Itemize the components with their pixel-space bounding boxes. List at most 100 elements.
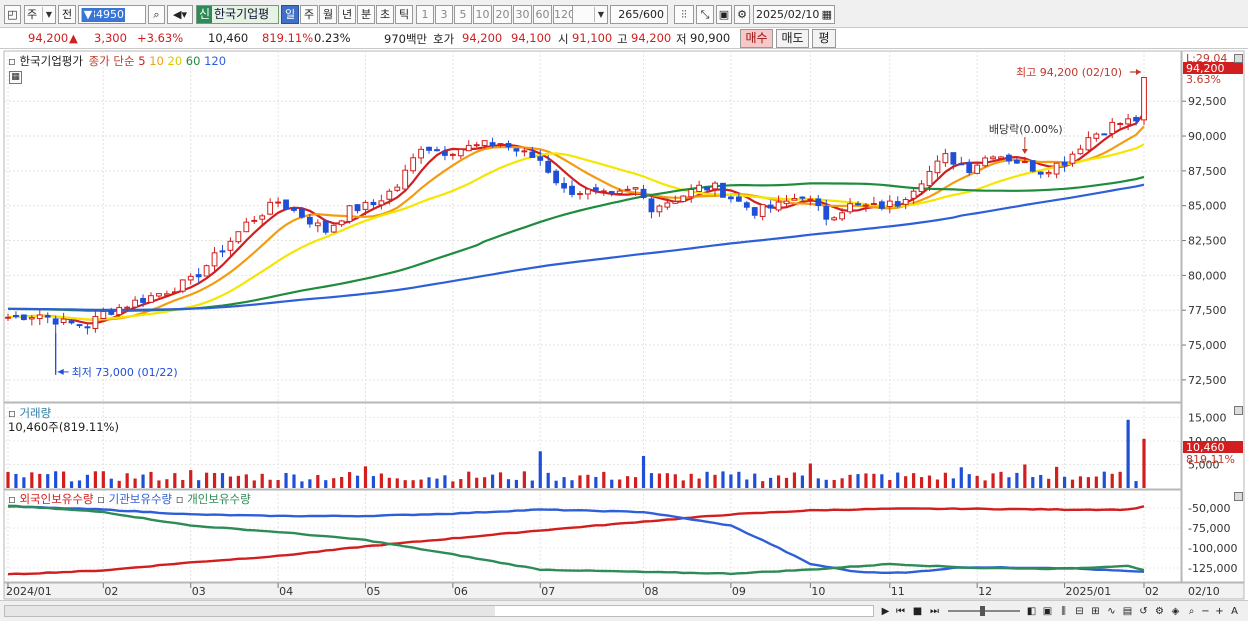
interval-button[interactable]: 분	[357, 5, 375, 24]
search-icon[interactable]: ⌕	[148, 5, 165, 24]
candle-body	[998, 156, 1004, 159]
period-select-value: 주	[27, 8, 38, 21]
quote-row: 94,200 ▲ 3,300 +3.63% 10,460 819.11% 0.2…	[0, 28, 1248, 49]
minute-button[interactable]: 10	[473, 5, 492, 24]
interval-button[interactable]: 월	[319, 5, 337, 24]
table-icon[interactable]: ▦	[9, 71, 22, 84]
volume-bar	[713, 474, 717, 488]
code-input[interactable]: 034950 ▼	[78, 5, 146, 24]
sell-button[interactable]: 매도	[776, 29, 809, 48]
interval-button[interactable]: 년	[338, 5, 356, 24]
company-name-box[interactable]: 신 한국기업평	[196, 5, 279, 24]
calendar-icon[interactable]: ▦	[821, 8, 832, 21]
rewind-icon[interactable]: ⏮	[896, 606, 905, 617]
high-arrow-head	[1136, 69, 1141, 75]
interval-button[interactable]: 초	[376, 5, 394, 24]
window-icon[interactable]: ◰	[4, 5, 21, 24]
chart-area[interactable]: 72,500 75,000 77,500 80,000 82,500 85,000 87,5…	[0, 50, 1248, 600]
minute-button[interactable]: 5	[454, 5, 472, 24]
reset-icon[interactable]: ↺	[1139, 606, 1148, 617]
candle-icon[interactable]: ⫶⫶	[674, 5, 694, 24]
zoom-out-icon[interactable]: −	[1201, 606, 1210, 617]
interval-button[interactable]: 일	[281, 5, 299, 24]
crosshair-icon[interactable]: ⤡	[696, 5, 714, 24]
minute-button[interactable]: 1	[416, 5, 434, 24]
save-icon[interactable]: ▣	[716, 5, 732, 24]
save-icon[interactable]: ▤	[1122, 606, 1133, 617]
date-input[interactable]: 2025/02/10 ▦	[753, 5, 835, 24]
legend-foreign: 외국인보유수량	[19, 492, 94, 506]
price-tick-label: 80,000	[1188, 269, 1227, 282]
dash-icon[interactable]: ⊟	[1075, 606, 1084, 617]
wave-icon[interactable]: ∿	[1107, 606, 1116, 617]
volume-bar	[753, 473, 757, 488]
chevron-down-icon[interactable]: ▼	[81, 8, 94, 22]
volume: 10,460	[208, 31, 249, 45]
candle-body	[386, 190, 393, 200]
candle-body	[577, 193, 583, 196]
volume-bar	[1078, 476, 1083, 488]
horizontal-scrollbar[interactable]	[4, 605, 874, 617]
candle-body	[20, 314, 27, 321]
candle-body	[1093, 133, 1100, 139]
eval-button[interactable]: 평	[812, 29, 836, 48]
gear-icon[interactable]: ⚙	[734, 5, 750, 24]
price-legend: ▫ 한국기업평가 종가 단순 5 10 20 60 120	[8, 53, 226, 69]
candle-body	[449, 153, 456, 156]
candle-body	[926, 170, 933, 187]
volume-bar	[729, 474, 733, 488]
volume-bar	[419, 479, 423, 488]
settings-icon[interactable]: ⚙	[1155, 606, 1164, 617]
candle-body	[426, 146, 432, 151]
candle-body	[5, 316, 11, 319]
candle-body	[569, 185, 575, 195]
custom-count-select[interactable]: ▼	[572, 5, 608, 24]
scroll-thumb[interactable]	[5, 606, 495, 616]
candle-body	[314, 222, 321, 227]
sound-icon[interactable]: ◀▾	[167, 5, 193, 24]
minute-button[interactable]: 60	[533, 5, 552, 24]
layout-icon[interactable]: ▣	[1042, 606, 1053, 617]
minute-button[interactable]: 3	[435, 5, 453, 24]
zoom-fit-icon[interactable]: ◧	[1026, 606, 1037, 617]
candle-body	[251, 219, 258, 222]
forward-icon[interactable]: ⏭	[930, 606, 939, 617]
text-icon[interactable]: A	[1231, 606, 1238, 617]
clip-label: L:29.04	[1186, 52, 1227, 65]
pane-close-icon[interactable]	[1234, 406, 1243, 415]
candle-body	[815, 198, 822, 207]
stop-icon[interactable]: ■	[912, 606, 923, 617]
zoom-slider[interactable]	[948, 606, 1020, 616]
candle-body	[871, 202, 877, 206]
grid-icon[interactable]: ⊞	[1091, 606, 1100, 617]
count-input[interactable]: 265/600	[610, 5, 668, 24]
candle-body	[1117, 123, 1124, 126]
dividend-annotation: 배당락(0.00%)	[989, 123, 1063, 136]
volume-bar	[919, 477, 924, 488]
minute-button[interactable]: 30	[513, 5, 532, 24]
candle-body	[958, 163, 965, 166]
pane-close-icon[interactable]	[1234, 492, 1243, 501]
volume-bar	[205, 472, 209, 488]
candle-body	[720, 182, 726, 198]
candle-body	[799, 196, 806, 199]
interval-button[interactable]: 틱	[395, 5, 413, 24]
candle-body	[362, 201, 369, 210]
pane-close-icon[interactable]	[1234, 54, 1243, 63]
open: 91,100	[572, 31, 613, 45]
interval-button[interactable]: 주	[300, 5, 318, 24]
prev-button[interactable]: 전	[58, 5, 76, 24]
volume-bar	[546, 472, 550, 488]
volume-bar	[443, 475, 447, 488]
volume-bar	[943, 472, 947, 488]
zoom-icon[interactable]: ⌕	[1188, 606, 1195, 617]
period-select[interactable]: 주 ▼	[24, 5, 56, 24]
buy-button[interactable]: 매수	[740, 29, 773, 48]
bar-chart-icon[interactable]: ⫼	[1061, 606, 1066, 617]
minute-button[interactable]: 20	[493, 5, 512, 24]
play-icon[interactable]: ▶	[881, 606, 890, 617]
layers-icon[interactable]: ◈	[1171, 606, 1180, 617]
volume-bar	[641, 456, 646, 488]
volume-bar	[1118, 471, 1122, 488]
zoom-in-icon[interactable]: +	[1215, 606, 1224, 617]
